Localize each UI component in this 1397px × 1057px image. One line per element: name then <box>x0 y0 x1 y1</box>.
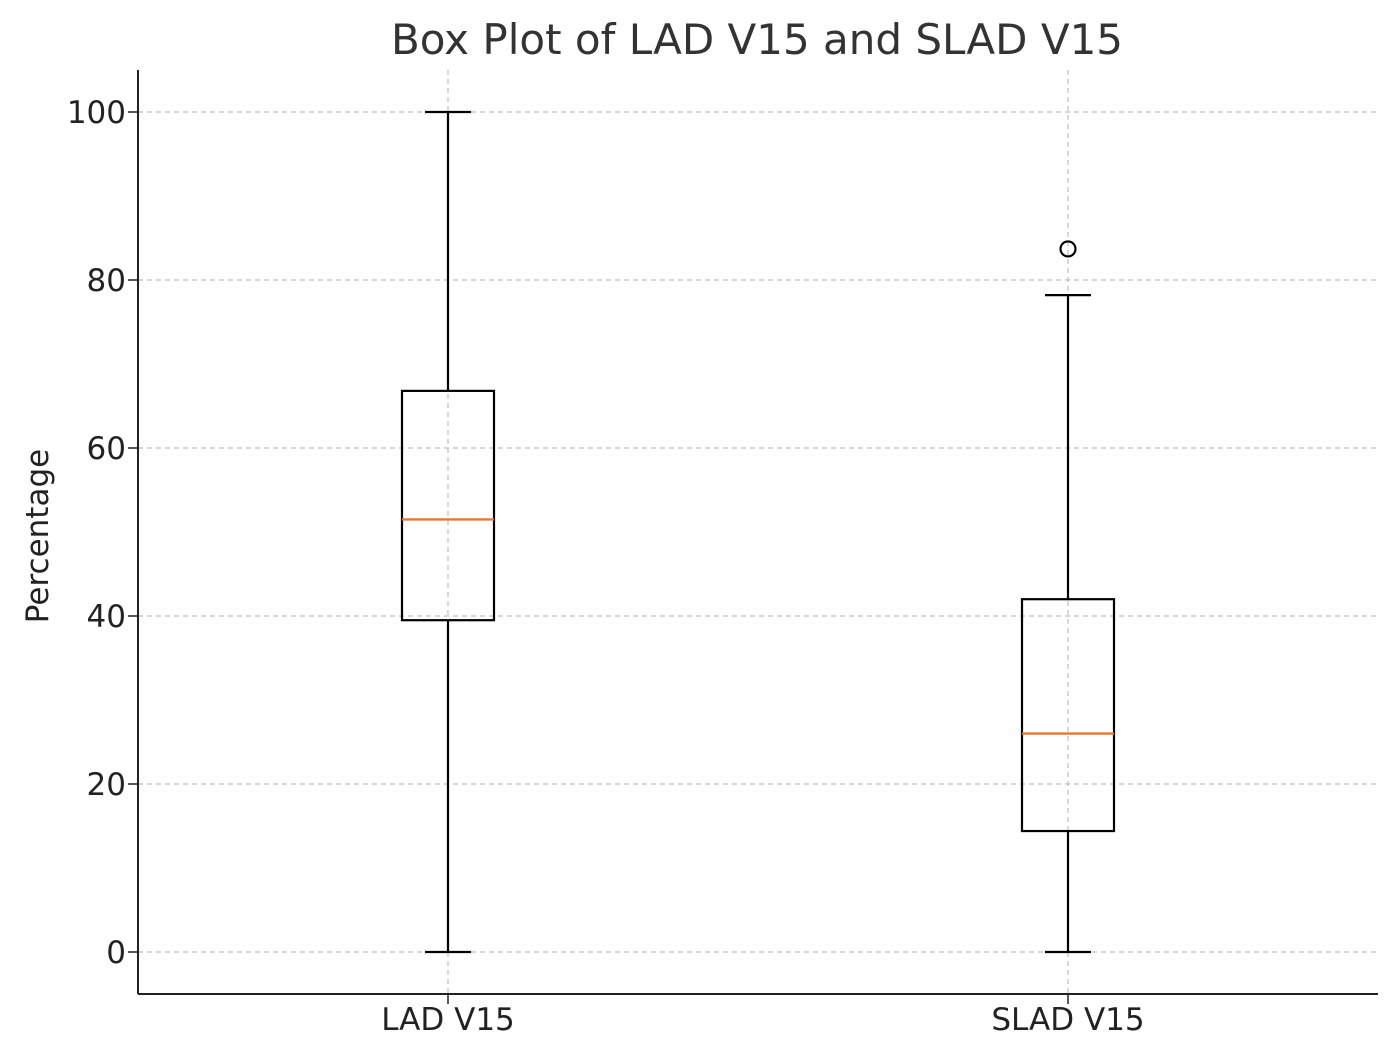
y-tick-label: 80 <box>87 263 126 299</box>
marks-layer <box>400 110 1116 954</box>
y-tick-label: 60 <box>87 431 126 467</box>
box-group <box>400 110 496 954</box>
y-tick-label: 100 <box>67 95 126 131</box>
y-tick-label: 40 <box>87 599 126 635</box>
axes-layer: 0 20 40 60 80 100 LAD V15 SLAD V15 <box>67 70 1378 1038</box>
chart-title: Box Plot of LAD V15 and SLAD V15 <box>391 15 1123 64</box>
outlier-point <box>1059 240 1077 258</box>
grid-layer <box>138 70 1378 994</box>
x-tick-label: SLAD V15 <box>991 1002 1144 1038</box>
y-axis-label: Percentage <box>20 449 56 623</box>
x-tick-label: LAD V15 <box>381 1002 515 1038</box>
box-group <box>1020 240 1116 954</box>
iqr-box <box>1020 598 1116 833</box>
iqr-box <box>400 389 496 622</box>
y-tick-label: 20 <box>87 767 126 803</box>
y-tick-label: 0 <box>106 935 126 971</box>
